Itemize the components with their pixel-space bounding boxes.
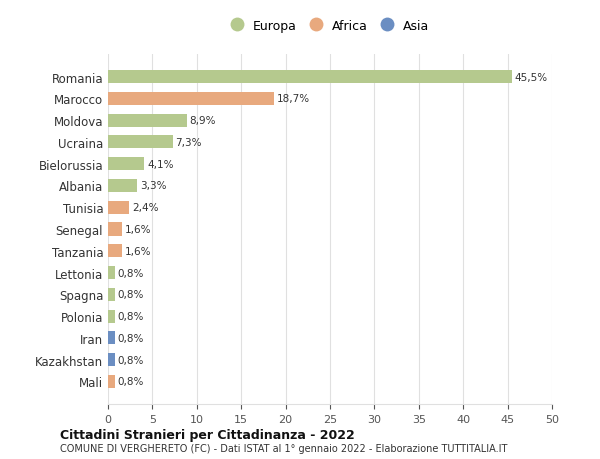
Bar [108, 93, 274, 106]
Bar [108, 375, 115, 388]
Text: 4,1%: 4,1% [147, 159, 173, 169]
Text: 7,3%: 7,3% [175, 138, 202, 148]
Text: 2,4%: 2,4% [132, 203, 158, 213]
Text: 45,5%: 45,5% [515, 73, 548, 83]
Text: 0,8%: 0,8% [118, 268, 144, 278]
Bar [108, 266, 115, 280]
Bar [108, 310, 115, 323]
Text: 18,7%: 18,7% [277, 94, 310, 104]
Bar [108, 71, 512, 84]
Text: 0,8%: 0,8% [118, 311, 144, 321]
Text: 0,8%: 0,8% [118, 376, 144, 386]
Text: 0,8%: 0,8% [118, 333, 144, 343]
Text: COMUNE DI VERGHERETO (FC) - Dati ISTAT al 1° gennaio 2022 - Elaborazione TUTTITA: COMUNE DI VERGHERETO (FC) - Dati ISTAT a… [60, 443, 508, 453]
Bar [108, 223, 122, 236]
Bar [108, 288, 115, 301]
Bar [108, 353, 115, 366]
Legend: Europa, Africa, Asia: Europa, Africa, Asia [227, 16, 433, 36]
Bar [108, 136, 173, 149]
Bar [108, 158, 145, 171]
Text: 0,8%: 0,8% [118, 290, 144, 300]
Text: 8,9%: 8,9% [190, 116, 216, 126]
Bar [108, 114, 187, 128]
Text: 0,8%: 0,8% [118, 355, 144, 365]
Text: 1,6%: 1,6% [125, 224, 151, 235]
Text: 1,6%: 1,6% [125, 246, 151, 256]
Bar [108, 179, 137, 193]
Text: Cittadini Stranieri per Cittadinanza - 2022: Cittadini Stranieri per Cittadinanza - 2… [60, 428, 355, 442]
Bar [108, 201, 130, 214]
Text: 3,3%: 3,3% [140, 181, 166, 191]
Bar [108, 245, 122, 258]
Bar [108, 331, 115, 345]
